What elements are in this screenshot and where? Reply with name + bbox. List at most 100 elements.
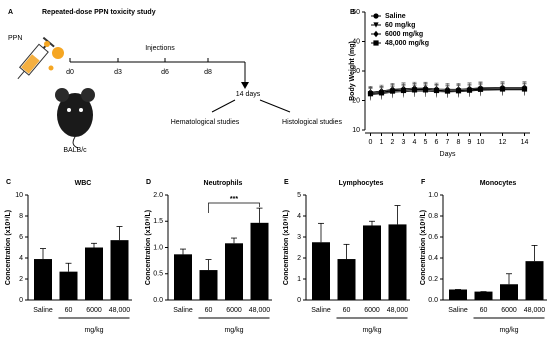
point — [411, 87, 418, 93]
y-tick-label: 1.0 — [153, 244, 163, 251]
y-tick-label: 0.4 — [428, 255, 438, 262]
x-tick-label: 7 — [446, 139, 450, 146]
x-tick-label: 48,000 — [109, 307, 131, 314]
bar — [59, 271, 78, 300]
y-tick-label: 2 — [19, 276, 23, 283]
point — [373, 22, 379, 28]
x-tick-label: 6000 — [226, 307, 242, 314]
y-tick-label: 0.0 — [153, 297, 163, 304]
arrow — [259, 99, 291, 113]
point — [367, 91, 374, 97]
day-label: d8 — [204, 69, 212, 76]
y-tick-label: 0.2 — [428, 276, 438, 283]
group-label: mg/kg — [499, 327, 518, 334]
outcome: Histological studies — [282, 119, 342, 126]
drug-label: PPN — [8, 35, 22, 42]
y-axis-label: Concentration (x10⁹/L) — [145, 210, 152, 285]
bar — [110, 240, 129, 300]
legend-label: 60 mg/kg — [385, 22, 415, 29]
panel-letter: A — [8, 9, 13, 16]
y-tick-label: 0.6 — [428, 234, 438, 241]
bar — [363, 225, 381, 300]
chart-title: Neutrophils — [204, 180, 243, 187]
y-tick-label: 1.0 — [428, 192, 438, 199]
bar — [449, 289, 467, 300]
y-axis-label: Body Weight (mg) — [349, 41, 356, 101]
panel-letter: D — [146, 179, 151, 186]
y-tick-label: 20 — [352, 97, 360, 104]
x-tick-label: 12 — [499, 139, 507, 146]
bar — [174, 254, 192, 300]
point — [433, 87, 440, 94]
point — [373, 13, 379, 19]
x-tick-label: 48,000 — [249, 307, 271, 314]
point — [521, 86, 528, 92]
x-axis-label: Days — [440, 151, 456, 158]
panel-letter: B — [350, 9, 355, 16]
point — [373, 40, 379, 46]
x-tick-label: 1 — [380, 139, 384, 146]
chart-title: WBC — [75, 180, 92, 187]
bar — [85, 247, 103, 300]
panel-letter: F — [421, 179, 426, 186]
point — [373, 30, 379, 38]
y-tick-label: 0 — [297, 297, 301, 304]
group-label: mg/kg — [224, 327, 243, 334]
x-tick-label: 5 — [424, 139, 428, 146]
y-tick-label: 2.0 — [153, 192, 163, 199]
arrow — [211, 99, 236, 113]
y-tick-label: 2 — [297, 255, 301, 262]
x-tick-label: 6000 — [501, 307, 517, 314]
y-tick-label: 1.5 — [153, 218, 163, 225]
day-label: d3 — [114, 69, 122, 76]
arrow-head — [241, 82, 249, 89]
legend-label: 48,000 mg/kg — [385, 40, 429, 47]
endpoint-label: 14 days — [236, 91, 261, 98]
y-tick-label: 10 — [15, 192, 23, 199]
y-tick-label: 4 — [19, 255, 23, 262]
x-tick-label: 9 — [468, 139, 472, 146]
injections-label: Injections — [145, 45, 175, 52]
bar — [34, 259, 52, 300]
outcome: Hematological studies — [171, 119, 240, 126]
diagram-title: Repeated-dose PPN toxicity study — [42, 9, 156, 16]
chart-title: Lymphocytes — [339, 180, 384, 187]
point — [466, 87, 473, 93]
y-axis-label: Concentration (x10⁹/L) — [420, 210, 427, 285]
bar — [500, 284, 518, 300]
bar — [199, 270, 218, 300]
point — [444, 88, 451, 94]
y-tick-label: 1 — [297, 276, 301, 283]
panel-a: A Repeated-dose PPN toxicity study PPN B… — [8, 9, 342, 154]
x-tick-label: 2 — [391, 139, 395, 146]
x-tick-label: 60 — [65, 307, 73, 314]
bar — [388, 224, 407, 300]
bar — [525, 261, 544, 300]
bar — [312, 242, 330, 300]
point — [477, 86, 484, 92]
panel-letter: C — [6, 179, 11, 186]
x-tick-label: Saline — [173, 307, 193, 314]
strain-label: BALB/c — [63, 147, 87, 154]
y-tick-label: 0.5 — [153, 271, 163, 278]
bar — [250, 222, 269, 300]
particle — [48, 65, 54, 71]
y-tick-label: 3 — [297, 234, 301, 241]
point — [400, 87, 407, 94]
bar — [225, 243, 243, 300]
point — [378, 90, 385, 96]
group-label: mg/kg — [84, 327, 103, 334]
panel-letter: E — [284, 179, 289, 186]
y-tick-label: 0.0 — [428, 297, 438, 304]
significance-bracket — [208, 202, 260, 213]
day-label: d6 — [161, 69, 169, 76]
x-tick-label: 48,000 — [387, 307, 409, 314]
y-tick-label: 30 — [352, 68, 360, 75]
particle — [52, 47, 64, 59]
x-tick-label: 6000 — [364, 307, 380, 314]
significance-label: *** — [230, 196, 238, 203]
y-tick-label: 4 — [297, 213, 301, 220]
x-tick-label: 6 — [435, 139, 439, 146]
x-tick-label: Saline — [33, 307, 53, 314]
